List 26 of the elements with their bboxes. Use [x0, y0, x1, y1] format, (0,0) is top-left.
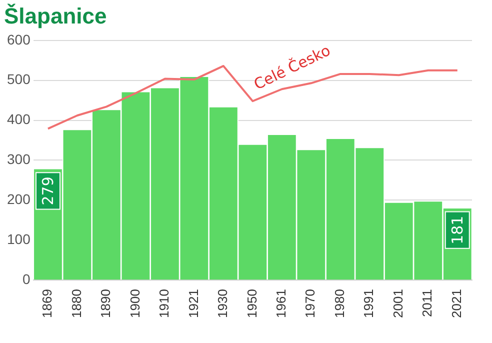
x-tick-label: 1961 [274, 289, 288, 318]
x-tick-label: 2021 [448, 289, 464, 318]
y-tick-label: 600 [7, 31, 31, 48]
y-tick-label: 300 [7, 151, 31, 168]
y-tick-label: 400 [7, 111, 31, 128]
chart-title: Šlapanice [4, 3, 107, 28]
y-tick-label: 0 [22, 270, 31, 287]
x-tick-label: 1930 [215, 289, 230, 318]
x-tick-label: 1880 [68, 289, 84, 318]
x-tick-label: 1890 [98, 289, 114, 318]
y-tick-label: 200 [7, 191, 31, 208]
x-tick-label: 1869 [40, 289, 55, 318]
x-tick-label: 1991 [361, 289, 376, 318]
data-label: 279 [38, 176, 57, 206]
x-tick-label: 1910 [156, 289, 172, 318]
x-tick-label: 1980 [332, 289, 347, 318]
x-tick-label: 1950 [244, 289, 260, 318]
x-tick-label: 2011 [420, 289, 435, 318]
text: Celé Česko [251, 41, 334, 94]
data-label: 181 [448, 216, 466, 244]
x-tick-label: 1921 [186, 289, 201, 318]
y-tick-label: 500 [7, 71, 31, 88]
y-tick-label: 100 [7, 230, 31, 247]
x-tick-label: 1970 [302, 289, 318, 318]
x-tick-label: 1900 [127, 289, 142, 318]
x-tick-label: 2001 [390, 289, 406, 318]
